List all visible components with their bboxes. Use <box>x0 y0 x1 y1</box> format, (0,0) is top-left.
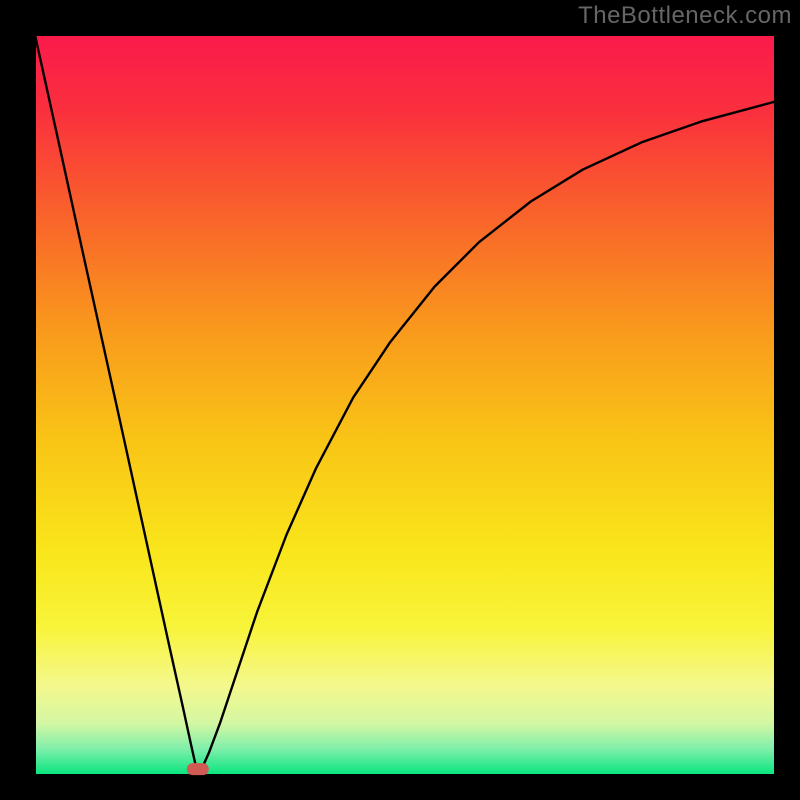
bottleneck-chart <box>0 0 800 800</box>
chart-container: TheBottleneck.com <box>0 0 800 800</box>
watermark-text: TheBottleneck.com <box>578 2 792 30</box>
plot-background <box>35 35 775 775</box>
optimal-marker <box>187 763 209 775</box>
